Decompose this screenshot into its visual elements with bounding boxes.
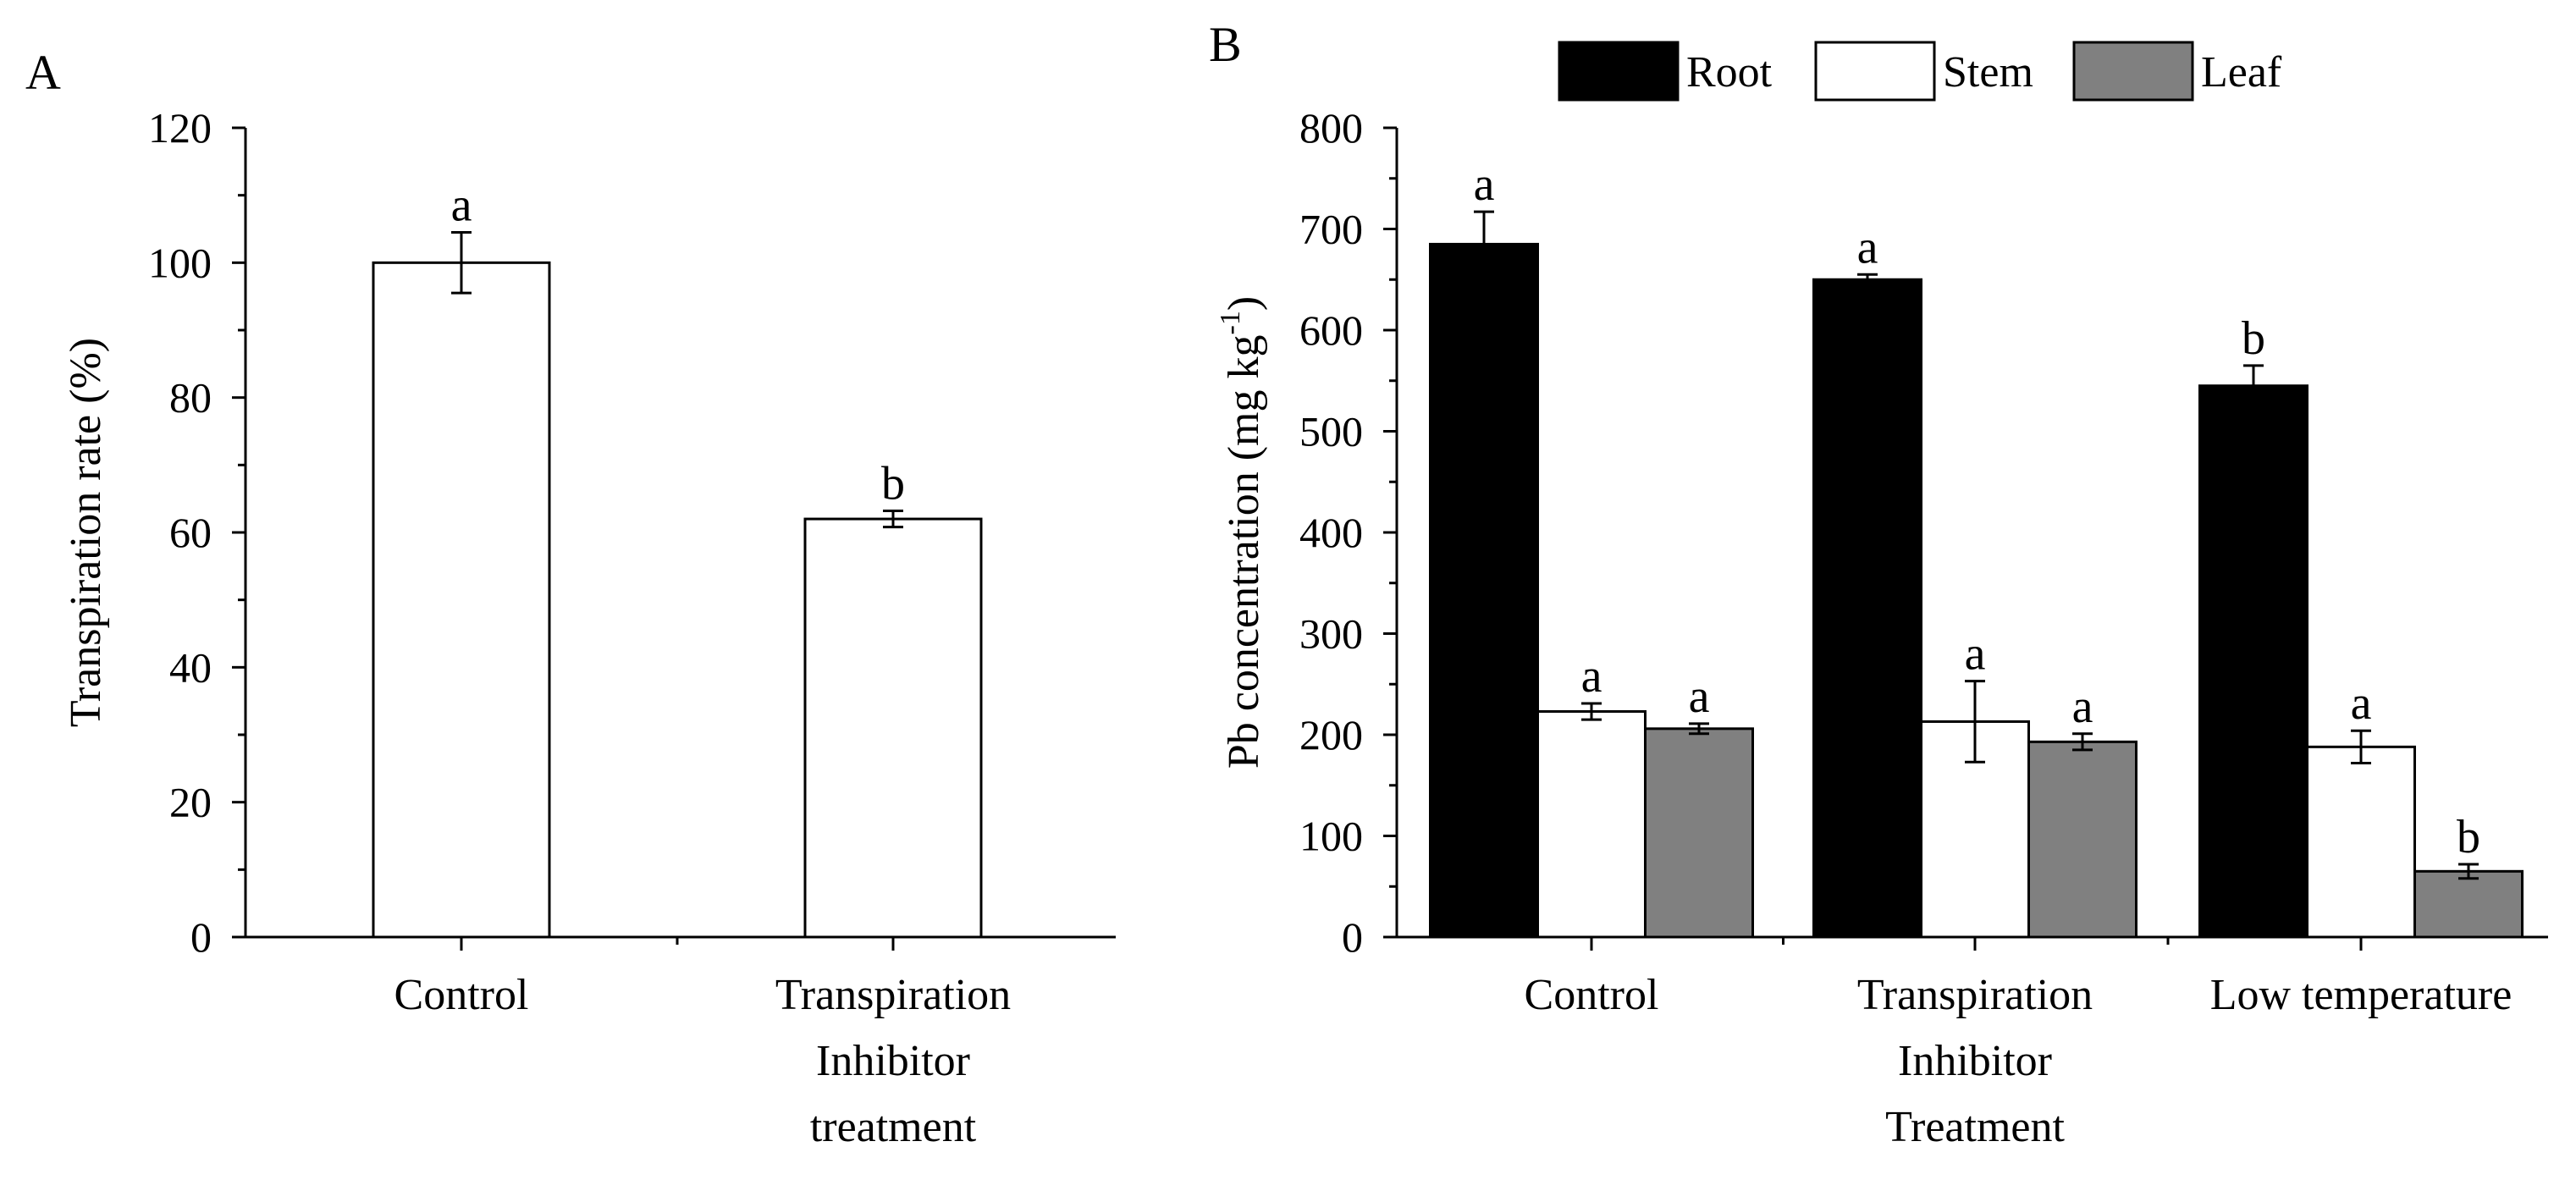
y-tick-label: 800 [1299,104,1363,152]
x-tick-label: Control [1525,971,1659,1019]
bar-root [1812,278,1922,939]
significance-letter: a [451,179,472,231]
significance-letter: b [2457,811,2480,863]
x-tick-label: treatment [810,1103,977,1151]
y-tick-label: 600 [1299,306,1363,354]
y-tick-label: 20 [169,779,212,826]
error-bar [2072,732,2093,752]
legend-label: Stem [1943,48,2033,96]
y-axis-title: Transpiration rate (%) [62,338,110,727]
x-tick-label: Control [394,971,529,1019]
significance-letter: a [1689,670,1710,723]
y-axis-title-superscript: -1 [1215,311,1246,334]
bar-transpiration-rate [372,261,551,939]
y-axis-title: Pb concentration (mg kg-1) [1215,296,1268,769]
y-tick-label: 400 [1299,509,1363,556]
x-tick-label: Transpiration [1857,971,2093,1019]
panel-label: A [25,45,61,100]
error-bar [883,510,903,529]
y-tick-label: 60 [169,509,212,556]
bar-stem [2306,745,2416,939]
legend-label: Leaf [2201,48,2282,96]
error-bar [451,230,472,295]
y-tick-label: 40 [169,643,212,691]
bar-root [1429,242,1539,939]
significance-letter: a [2072,681,2093,733]
significance-letter: b [2242,312,2265,365]
y-tick-label: 100 [1299,813,1363,860]
error-bar [1474,210,1494,278]
legend-swatch [1814,41,1936,102]
legend-item-root: Root [1558,41,1773,102]
y-tick-label: 80 [169,374,212,422]
y-tick-label: 0 [1342,913,1363,961]
y-tick-label: 100 [148,239,212,286]
error-bar [2351,729,2371,764]
bar-leaf [1644,727,1754,939]
bar-leaf [2027,740,2137,939]
error-bar [1965,680,1985,764]
error-bar [2458,863,2479,880]
x-tick-label: Transpiration [775,971,1011,1019]
significance-letter: a [2351,677,2372,730]
legend-swatch [1558,41,1680,102]
bar-transpiration-rate [803,517,983,939]
legend-item-leaf: Leaf [2072,41,2282,102]
panel-label: B [1209,17,1242,72]
bar-stem [1536,710,1647,939]
y-tick-label: 120 [148,104,212,152]
panel-a-transpiration-chart: Aa b 0 20 40 60 80 100 120 Control Transpiration In… [25,45,1116,1151]
y-axis-title-end: ) [1220,296,1268,311]
y-axis-title-main: Transpiration rate (%) [62,338,110,727]
significance-letter: a [1474,158,1495,211]
bar-root [2198,384,2308,939]
x-tick-label: Inhibitor [816,1037,970,1085]
y-tick-label: 700 [1299,206,1363,253]
legend-item-stem: Stem [1814,41,2033,102]
legend-label: Root [1686,48,1773,96]
significance-letter: b [881,458,905,510]
significance-letter: a [1965,628,1986,681]
y-axis-title-main: Pb concentration (mg kg [1220,334,1268,769]
panel-b-pb-concentration-chart: Ba a b a a a a a b 0 100 200 300 400 500 600 700 800 Contr… [1209,17,2548,1151]
error-bar [1689,722,1709,736]
error-bar [2243,364,2264,408]
bar-leaf [2413,869,2524,939]
y-tick-label: 200 [1299,711,1363,758]
y-tick-label: 0 [190,913,212,961]
x-tick-label: Treatment [1885,1103,2065,1151]
error-bar [1857,273,1878,286]
x-tick-label: Inhibitor [1898,1037,2052,1085]
significance-letter: a [1857,221,1878,273]
significance-letter: a [1581,650,1602,703]
y-tick-label: 500 [1299,408,1363,455]
legend: Root Stem Leaf [1558,41,2282,102]
error-bar [1581,702,1602,721]
y-tick-label: 300 [1299,610,1363,658]
x-tick-label: Low temperature [2210,971,2513,1019]
legend-swatch [2072,41,2194,102]
